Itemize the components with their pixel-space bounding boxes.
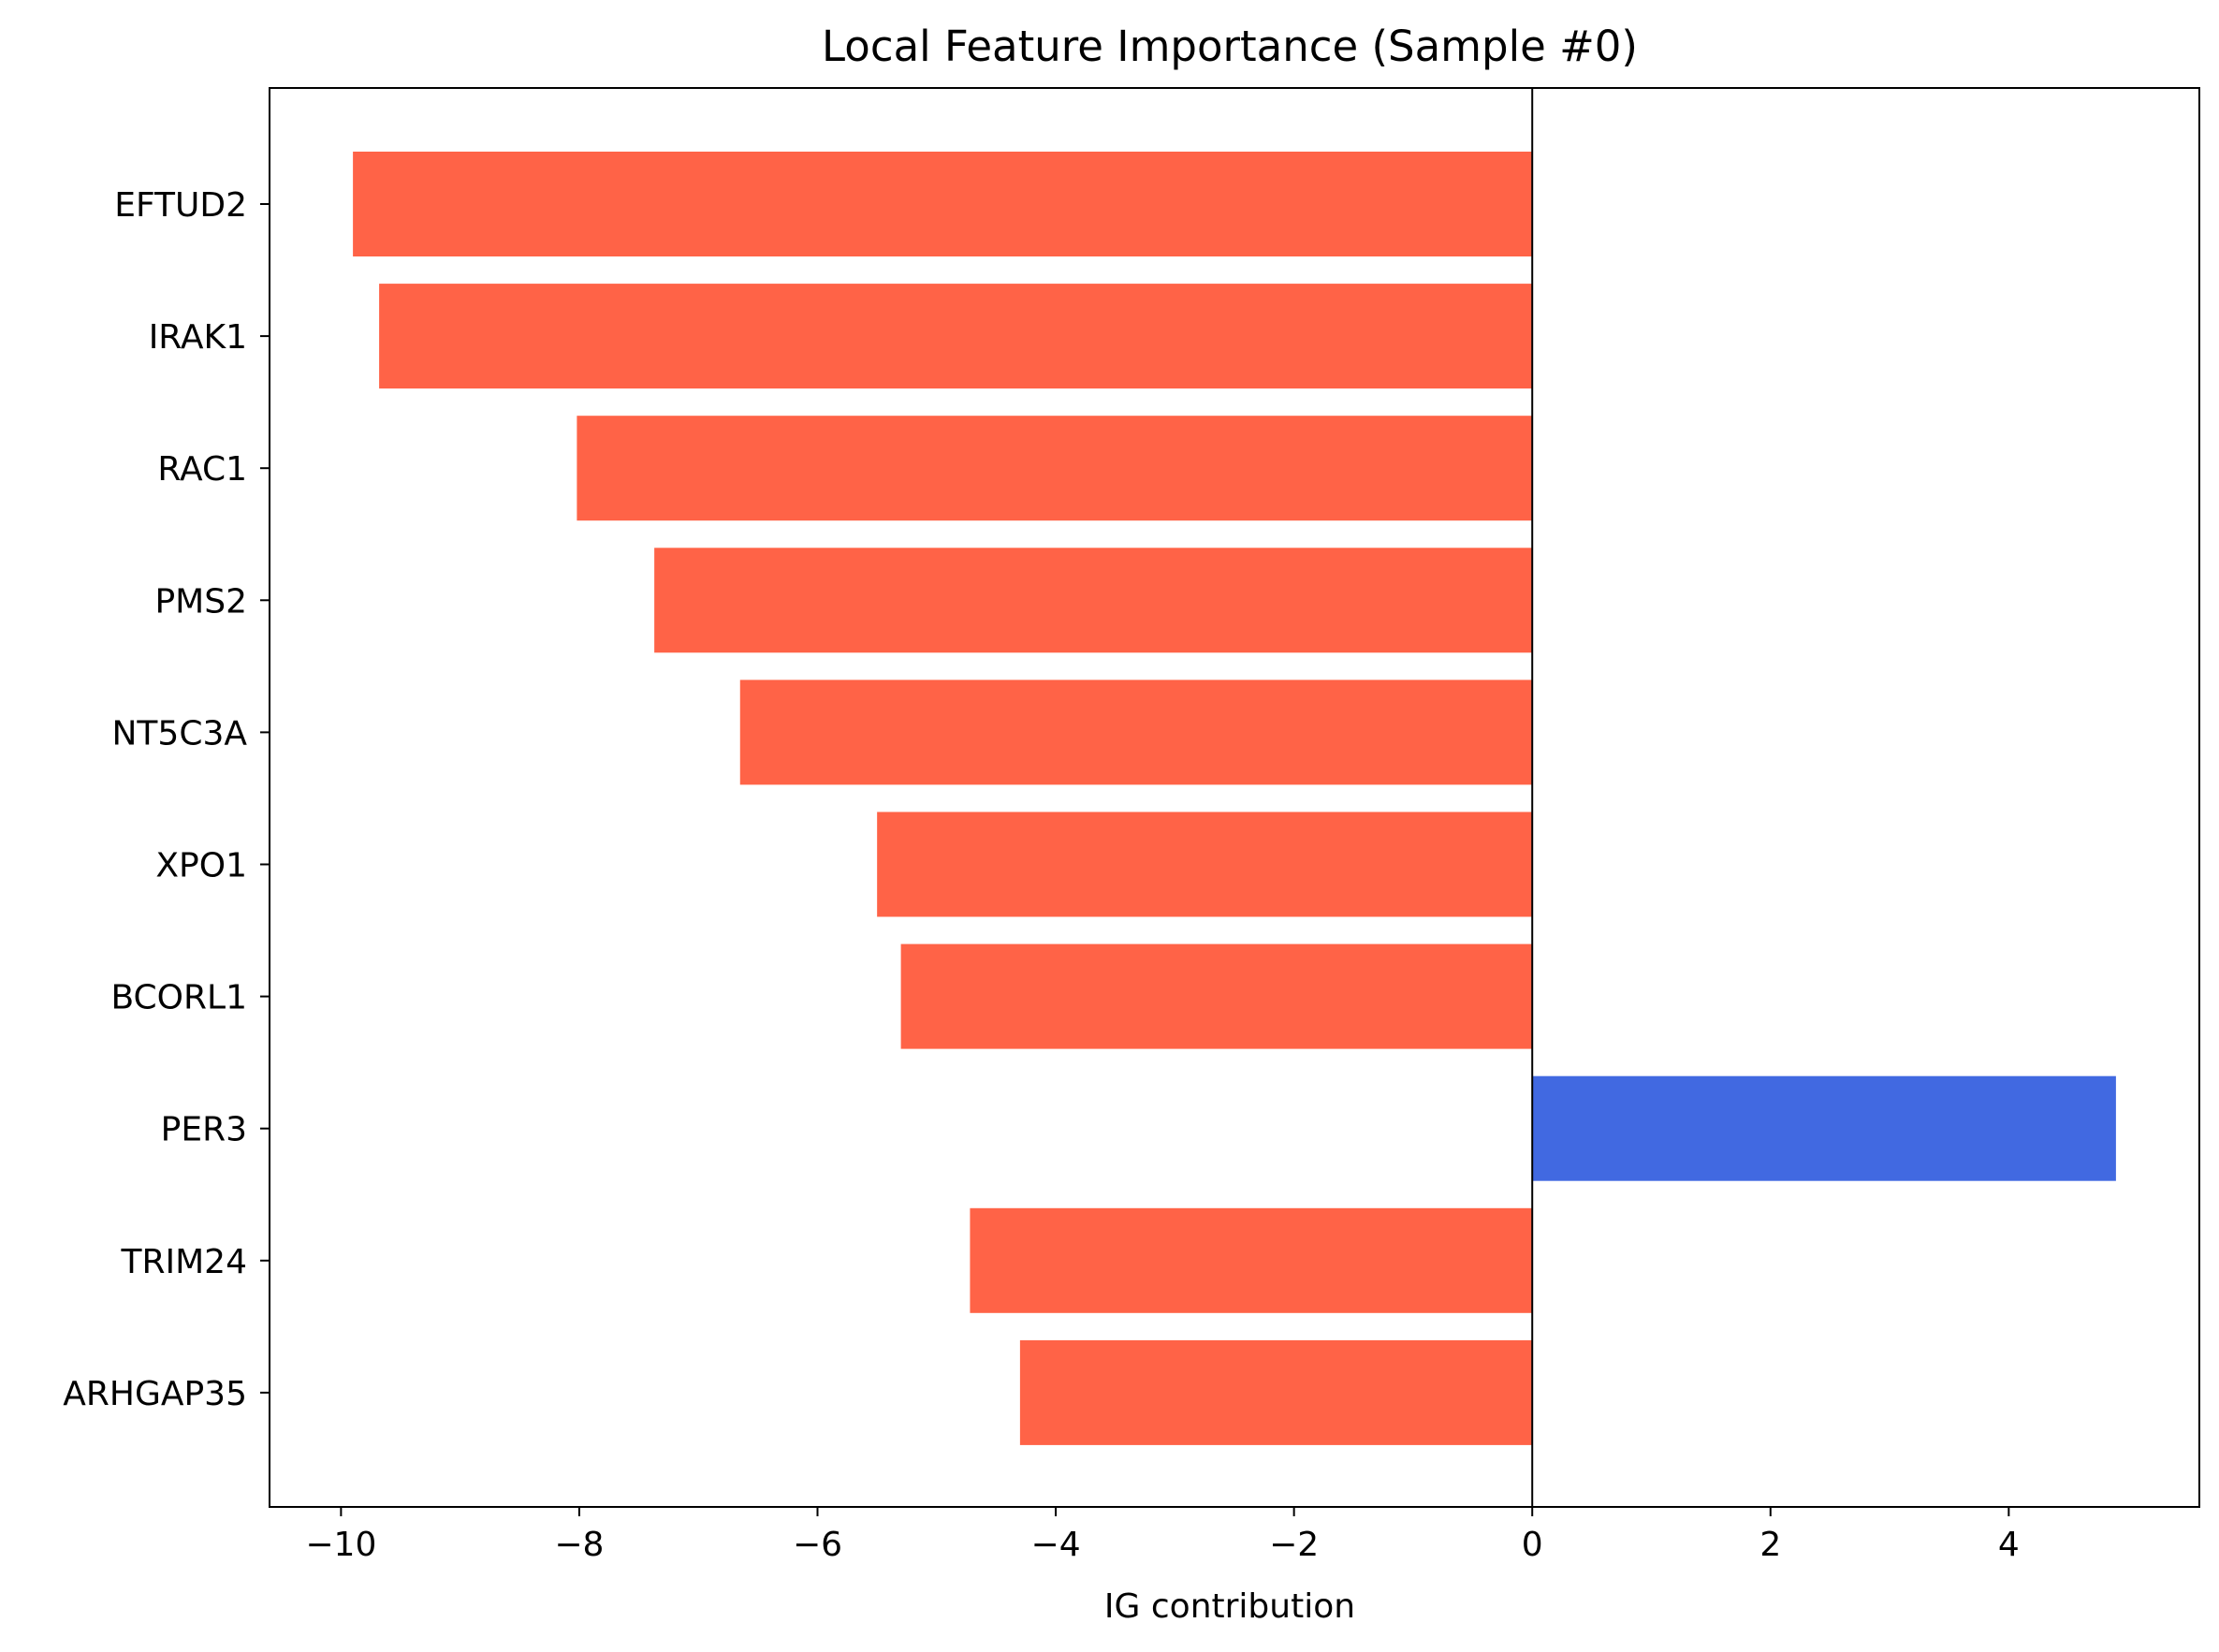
y-tick-label-trim24: TRIM24 [121, 1243, 248, 1281]
plot-area [269, 87, 2200, 1508]
y-tick-label-per3: PER3 [161, 1111, 247, 1149]
x-tick-label: −2 [1269, 1526, 1319, 1564]
bar-bcorl1 [900, 943, 1533, 1049]
y-tick-label-nt5c3a: NT5C3A [112, 714, 248, 753]
x-tick-label: −10 [305, 1526, 376, 1564]
bar-rac1 [577, 416, 1533, 521]
bar-trim24 [970, 1207, 1533, 1313]
x-tick-label: −6 [793, 1526, 842, 1564]
y-axis-ticks: EFTUD2 IRAK1 RAC1 PMS2 NT5C3A XPO1 BCORL1 PER3 T… [63, 186, 270, 1413]
x-tick-label: 4 [1998, 1526, 2020, 1564]
bar-nt5c3a [739, 680, 1533, 785]
bar-irak1 [379, 284, 1533, 389]
y-tick-label-bcorl1: BCORL1 [110, 979, 247, 1017]
x-tick-label: −8 [554, 1526, 604, 1564]
chart-title: Local Feature Importance (Sample #0) [822, 22, 1638, 71]
x-axis-label: IG contribution [1104, 1587, 1355, 1626]
x-tick-label: 2 [1759, 1526, 1781, 1564]
y-tick-label-rac1: RAC1 [157, 450, 247, 489]
bar-arhgap35 [1019, 1339, 1533, 1445]
bar-eftud2 [353, 152, 1533, 256]
y-tick-label-eftud2: EFTUD2 [114, 186, 247, 225]
x-tick-label: 0 [1522, 1526, 1543, 1564]
y-tick-label-irak1: IRAK1 [149, 318, 247, 357]
bar-per3 [1532, 1075, 2116, 1181]
bar-xpo1 [877, 811, 1533, 917]
x-axis-ticks: −10 −8 −6 −4 −2 0 2 4 [305, 1507, 2020, 1564]
y-tick-label-xpo1: XPO1 [155, 847, 247, 885]
plot-frame [269, 87, 2200, 1508]
x-tick-label: −4 [1031, 1526, 1081, 1564]
y-tick-label-arhgap35: ARHGAP35 [63, 1375, 247, 1413]
y-tick-label-pms2: PMS2 [154, 582, 247, 621]
bar-pms2 [654, 548, 1533, 653]
